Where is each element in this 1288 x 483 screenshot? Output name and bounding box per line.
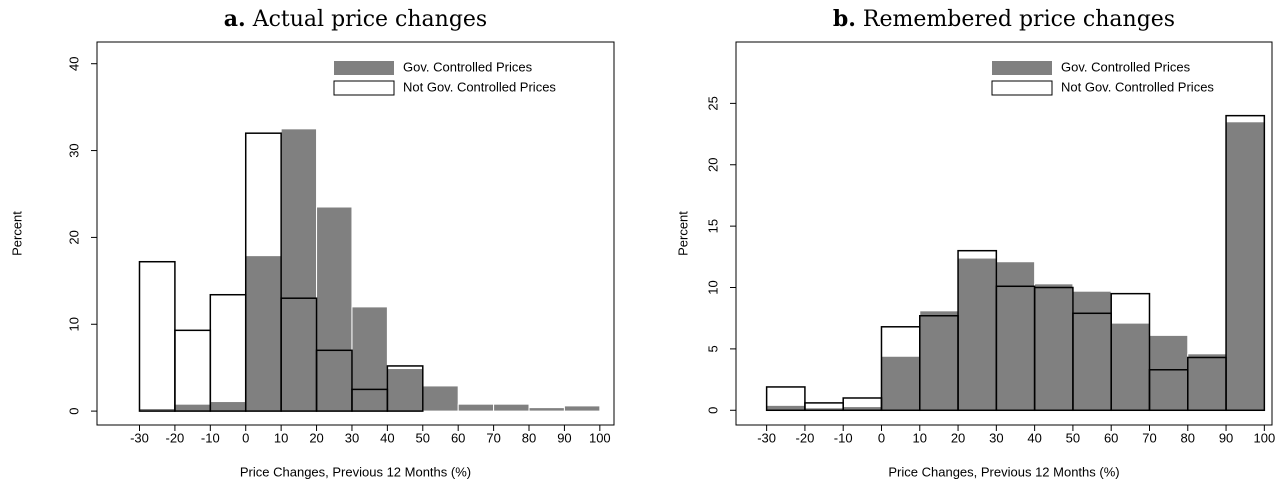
space xyxy=(246,7,253,32)
bar xyxy=(280,128,318,412)
x-tick-label: 40 xyxy=(1027,430,1041,445)
panel-title: b. Remembered price changes xyxy=(833,6,1175,32)
x-tick-label: -30 xyxy=(757,430,776,445)
bar xyxy=(457,403,495,412)
bar xyxy=(244,132,282,412)
bar xyxy=(386,368,424,412)
y-axis-label: Percent xyxy=(9,211,24,256)
bar xyxy=(422,385,459,412)
x-tick-label: 50 xyxy=(416,430,430,445)
x-tick-label: 30 xyxy=(989,430,1003,445)
legend-swatch xyxy=(334,61,394,75)
x-tick-label: 20 xyxy=(951,430,965,445)
bar xyxy=(1110,292,1151,412)
y-axis-label: Percent xyxy=(675,211,690,256)
bar xyxy=(1110,322,1150,411)
legend-label: Gov. Controlled Prices xyxy=(403,59,533,74)
y-tick-label: 5 xyxy=(705,345,720,352)
plot-frame xyxy=(96,41,615,426)
bar xyxy=(138,260,176,412)
x-tick-label: 90 xyxy=(557,430,571,445)
bar xyxy=(315,349,353,412)
x-tick-label: -20 xyxy=(796,430,815,445)
x-tick-label: 50 xyxy=(1066,430,1080,445)
x-axis-label: Price Changes, Previous 12 Months (%) xyxy=(240,464,471,479)
x-tick-label: 10 xyxy=(274,430,288,445)
y-tick-label: 20 xyxy=(66,230,81,244)
space xyxy=(856,7,863,32)
x-tick-label: 40 xyxy=(380,430,394,445)
legend-swatch xyxy=(991,80,1053,96)
y-tick-label: 25 xyxy=(705,96,720,110)
bar xyxy=(1225,114,1266,412)
x-tick-label: -30 xyxy=(130,430,149,445)
x-tick-label: 0 xyxy=(242,430,249,445)
bar xyxy=(880,355,921,411)
bar xyxy=(765,386,806,412)
y-tick-label: 0 xyxy=(66,407,81,414)
x-tick-label: 70 xyxy=(1142,430,1156,445)
x-tick-label: 30 xyxy=(345,430,359,445)
y-tick-label: 15 xyxy=(705,219,720,233)
bar xyxy=(245,255,282,412)
x-tick-label: 0 xyxy=(878,430,885,445)
x-tick-label: -10 xyxy=(834,430,853,445)
y-tick-label: 0 xyxy=(705,407,720,414)
y-tick-label: 10 xyxy=(66,317,81,331)
x-tick-label: 60 xyxy=(451,430,465,445)
panel: a. Actual price changes Price Changes, Pr… xyxy=(9,6,615,479)
bar xyxy=(1187,353,1227,411)
x-tick-label: 10 xyxy=(913,430,927,445)
bar xyxy=(209,401,247,412)
title-text: Actual price changes xyxy=(252,7,488,32)
bar xyxy=(563,405,601,412)
legend-swatch xyxy=(333,80,395,96)
bar xyxy=(316,206,353,412)
x-tick-label: 80 xyxy=(1181,430,1195,445)
y-tick-label: 40 xyxy=(66,56,81,70)
y-tick-label: 20 xyxy=(705,158,720,172)
x-tick-label: 80 xyxy=(522,430,536,445)
plot-frame xyxy=(735,41,1273,426)
bar xyxy=(919,310,959,411)
legend-label: Not Gov. Controlled Prices xyxy=(1061,79,1214,94)
panel-label: a. xyxy=(224,6,246,32)
bar xyxy=(1148,334,1189,411)
y-tick-label: 30 xyxy=(66,143,81,157)
x-tick-label: 90 xyxy=(1219,430,1233,445)
title-text: Remembered price changes xyxy=(863,7,1175,32)
bar xyxy=(386,365,424,412)
bar xyxy=(209,293,247,412)
x-tick-label: 70 xyxy=(486,430,500,445)
bar xyxy=(174,403,211,412)
x-tick-label: -20 xyxy=(166,430,185,445)
bar xyxy=(174,329,212,412)
x-tick-label: -10 xyxy=(201,430,220,445)
y-tick-label: 10 xyxy=(705,280,720,294)
x-axis-label: Price Changes, Previous 12 Months (%) xyxy=(888,464,1119,479)
bar xyxy=(1072,290,1112,411)
x-tick-label: 60 xyxy=(1104,430,1118,445)
bar xyxy=(1225,121,1265,411)
bar xyxy=(528,407,565,412)
legend-swatch xyxy=(992,61,1052,75)
bar xyxy=(493,403,530,412)
x-tick-label: 100 xyxy=(1253,430,1275,445)
bar xyxy=(1034,283,1074,411)
panel-label: b. xyxy=(833,6,856,32)
legend-label: Not Gov. Controlled Prices xyxy=(403,79,556,94)
panel: b. Remembered price changes Price Changes… xyxy=(675,6,1275,479)
legend-label: Gov. Controlled Prices xyxy=(1061,59,1191,74)
x-tick-label: 20 xyxy=(309,430,323,445)
bar xyxy=(351,306,388,412)
bar xyxy=(995,261,1036,411)
x-tick-label: 100 xyxy=(589,430,611,445)
panel-title: a. Actual price changes xyxy=(224,6,487,32)
bar xyxy=(957,257,997,411)
